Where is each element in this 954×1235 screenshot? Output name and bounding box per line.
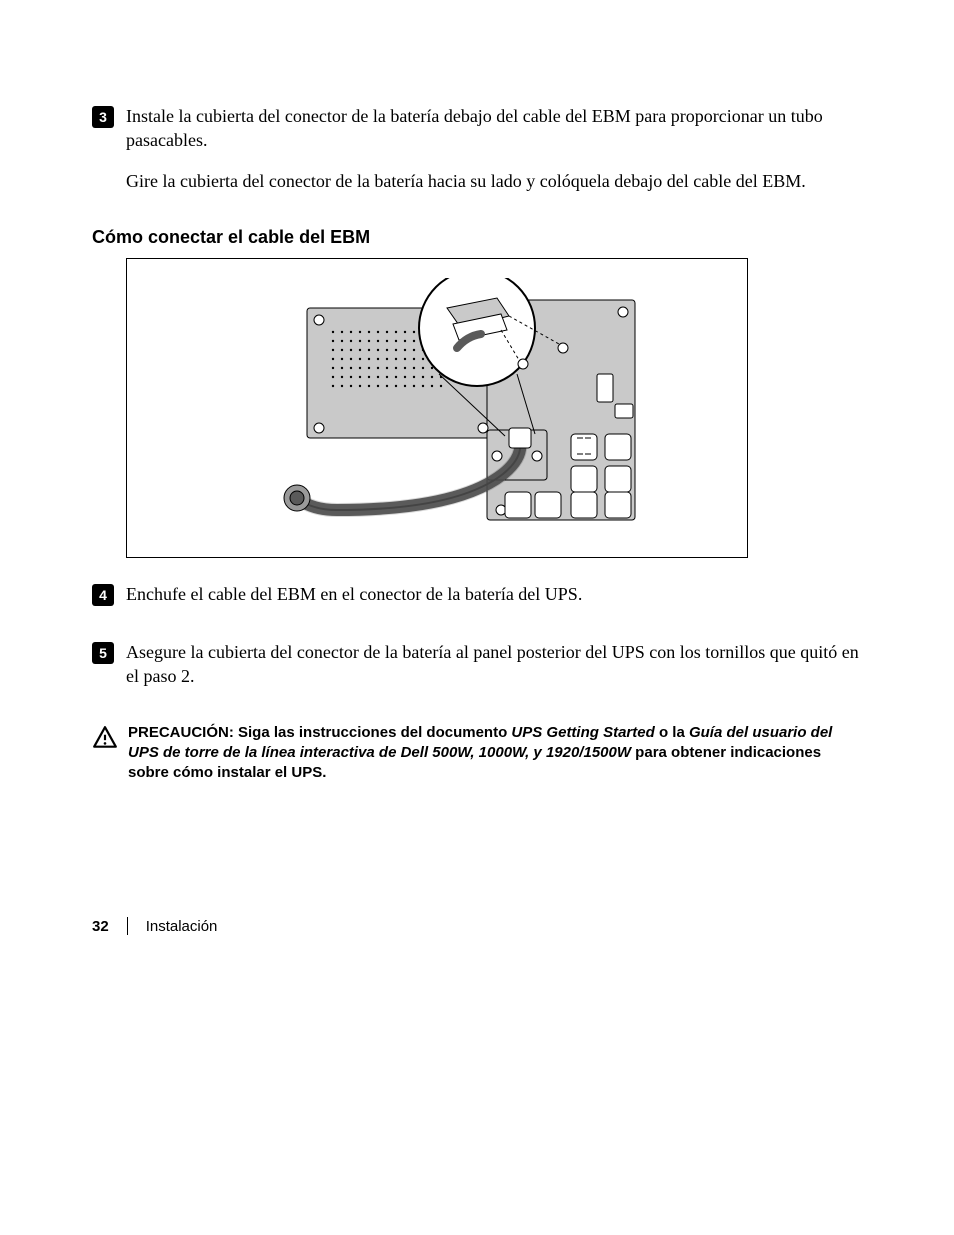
figure-heading: Cómo conectar el cable del EBM [92, 227, 862, 248]
warning-icon [92, 725, 118, 756]
step-marker-3: 3 [92, 106, 114, 128]
section-name: Instalación [146, 918, 218, 935]
ebm-connection-diagram [157, 278, 717, 538]
step-5: 5 Asegure la cubierta del conector de la… [92, 640, 862, 705]
step-3-body: Instale la cubierta del conector de la b… [126, 104, 862, 209]
step-marker-5: 5 [92, 642, 114, 664]
page-footer: 32 Instalación [92, 917, 217, 935]
step-3-text-1: Instale la cubierta del conector de la b… [126, 104, 862, 153]
caution-label: PRECAUCIÓN: [128, 724, 234, 741]
step-5-text: Asegure la cubierta del conector de la b… [126, 640, 862, 689]
step-3-text-2: Gire la cubierta del conector de la bate… [126, 169, 862, 193]
caution-pre: Siga las instrucciones del documento [234, 724, 512, 741]
step-marker-4: 4 [92, 584, 114, 606]
caution-mid: o la [655, 724, 689, 741]
caution-block: PRECAUCIÓN: Siga las instrucciones del d… [92, 723, 862, 784]
page: 3 Instale la cubierta del conector de la… [0, 0, 954, 1235]
caution-em1: UPS Getting Started [511, 724, 654, 741]
step-4: 4 Enchufe el cable del EBM en el conecto… [92, 582, 862, 622]
step-4-text: Enchufe el cable del EBM en el conector … [126, 582, 862, 606]
footer-divider [127, 917, 128, 935]
figure-frame [126, 258, 748, 558]
caution-text: PRECAUCIÓN: Siga las instrucciones del d… [128, 723, 862, 784]
step-5-body: Asegure la cubierta del conector de la b… [126, 640, 862, 705]
step-4-body: Enchufe el cable del EBM en el conector … [126, 582, 862, 622]
step-3: 3 Instale la cubierta del conector de la… [92, 104, 862, 209]
page-number: 32 [92, 918, 109, 935]
